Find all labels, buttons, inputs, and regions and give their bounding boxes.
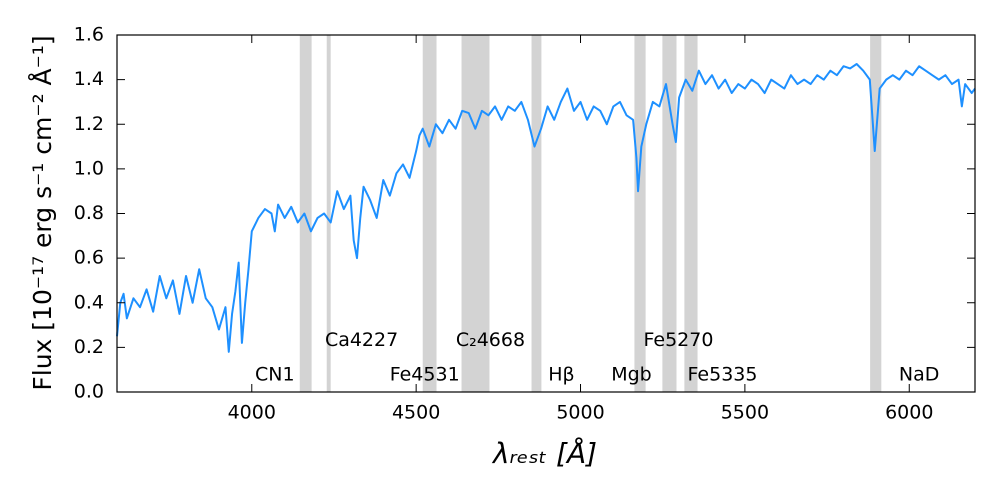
index-band [422,35,437,392]
x-axis-label: λᵣₑₛₜ [Å] [491,436,597,470]
y-tick-label: 0.0 [74,381,104,403]
x-tick-label: 4000 [228,402,276,424]
index-band [531,35,542,392]
band-label: Fe4531 [390,364,460,386]
plot-frame [116,34,976,393]
band-label: C₂4668 [456,329,525,351]
band-label: Ca4227 [325,329,398,351]
index-band [461,35,490,392]
y-tick-label: 1.0 [74,157,104,179]
y-tick-label: 0.2 [74,336,104,358]
index-band [870,35,882,392]
index-band [634,35,646,392]
band-label: Fe5335 [688,364,758,386]
y-tick-label: 0.4 [74,291,104,313]
x-tick-label: 6000 [885,402,933,424]
index-band [299,35,312,392]
band-label: Fe5270 [644,329,714,351]
index-band [684,35,698,392]
band-label: NaD [899,364,940,386]
band-label: Mgb [611,364,652,386]
y-tick-label: 0.8 [74,202,104,224]
band-label: CN1 [255,364,295,386]
y-tick-label: 0.6 [74,247,104,269]
y-axis-label: Flux [10⁻¹⁷ erg s⁻¹ cm⁻² Å⁻¹] [28,35,57,390]
index-band [326,35,331,392]
spectrum-line [116,63,976,353]
y-tick-label: 1.6 [74,24,104,46]
y-tick-label: 1.4 [74,68,104,90]
x-tick-label: 5000 [556,402,604,424]
x-tick-label: 5500 [721,402,769,424]
x-tick-label: 4500 [392,402,440,424]
y-tick-label: 1.2 [74,113,104,135]
band-label: Hβ [548,364,574,386]
